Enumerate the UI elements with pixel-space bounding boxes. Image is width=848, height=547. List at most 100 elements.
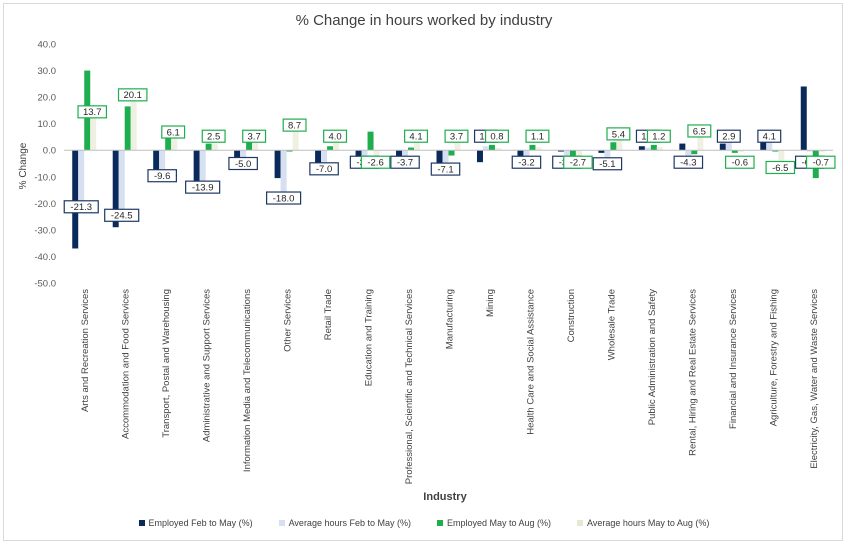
- x-tick-label: Professional, Scientific and Technical S…: [404, 289, 415, 484]
- data-label-text: -3.2: [518, 158, 534, 169]
- bar: [448, 150, 455, 156]
- data-label-box: [266, 191, 302, 205]
- data-label-box: [430, 162, 461, 176]
- bar: [361, 150, 368, 160]
- data-label-box: [404, 129, 429, 143]
- bar: [454, 140, 461, 151]
- bar: [604, 150, 611, 164]
- data-label-box: [765, 160, 796, 175]
- y-tick-label: 0.0: [43, 146, 56, 157]
- data-label-box: [201, 129, 226, 143]
- bar: [78, 150, 85, 207]
- data-label-text: -3.7: [397, 158, 413, 169]
- bar: [650, 144, 657, 151]
- data-label-box: [185, 180, 221, 194]
- bar: [523, 150, 530, 159]
- x-tick-label: Information Media and Telecommunications: [242, 289, 253, 472]
- data-label-text: -5.0: [235, 159, 251, 170]
- x-tick-label: Administrative and Support Services: [202, 289, 213, 442]
- data-label: -2.7: [563, 155, 593, 169]
- bar: [725, 142, 732, 151]
- data-label: -5.0: [228, 156, 258, 171]
- data-label-text: -7.0: [316, 164, 332, 175]
- bar: [321, 150, 328, 169]
- data-label-text: -2.7: [570, 158, 586, 169]
- bar: [679, 143, 686, 151]
- data-label: 5.4: [606, 127, 631, 141]
- data-label-box: [646, 129, 671, 143]
- data-label-text: 6.1: [167, 127, 180, 138]
- data-label: 3.7: [444, 129, 469, 143]
- x-tick-label: Agriculture, Forestry and Fishing: [768, 289, 779, 426]
- data-label-box: [805, 155, 836, 169]
- data-label-box: [147, 169, 177, 183]
- bar: [818, 150, 825, 153]
- data-label-box: [242, 129, 267, 143]
- data-label-text: -4.3: [680, 158, 696, 169]
- data-label-box: [444, 129, 469, 143]
- data-label-box: [161, 125, 186, 139]
- bar: [806, 150, 813, 152]
- bar: [737, 150, 744, 152]
- bar: [240, 150, 247, 164]
- x-tick-label: Manufacturing: [445, 289, 456, 349]
- data-label: 4.1: [757, 129, 782, 143]
- bar: [408, 147, 415, 151]
- data-label-text: 5.4: [612, 129, 625, 140]
- legend-swatch: [278, 520, 285, 526]
- data-label: -6.5: [765, 160, 796, 175]
- x-tick-label: Public Administration and Safety: [647, 289, 658, 425]
- x-tick-label: Education and Training: [364, 289, 375, 386]
- bar: [494, 148, 501, 151]
- x-tick-label: Accommodation and Food Services: [121, 289, 132, 439]
- data-label: -3.7: [390, 155, 420, 169]
- bar: [199, 150, 206, 188]
- legend-item: Employed May to Aug (%): [436, 518, 552, 528]
- x-tick-label: Financial and Insurance Services: [728, 289, 739, 429]
- data-label: -5.1: [592, 157, 623, 171]
- x-tick-label: Electricity, Gas, Water and Waste Servic…: [809, 289, 820, 469]
- bar: [476, 150, 483, 163]
- bar: [436, 150, 443, 164]
- legend: Employed Feb to May (%) Average hours Feb…: [0, 518, 848, 528]
- data-label-box: [525, 129, 550, 143]
- y-tick-label: -20.0: [34, 199, 56, 210]
- data-label-box: [484, 129, 509, 143]
- bar: [616, 135, 623, 151]
- bar: [442, 150, 449, 170]
- data-label-text: -2.6: [367, 158, 383, 169]
- legend-item: Average hours Feb to May (%): [278, 518, 411, 528]
- bar: [563, 150, 570, 159]
- bar: [598, 150, 605, 153]
- bars: [72, 70, 825, 249]
- bar: [800, 86, 807, 151]
- legend-label: Employed May to Aug (%): [446, 518, 552, 528]
- data-label: 4.0: [323, 129, 348, 143]
- legend-swatch: [436, 520, 443, 526]
- bar: [656, 147, 663, 151]
- bar: [517, 150, 524, 161]
- x-tick-label: Other Services: [283, 289, 294, 352]
- data-label: -13.9: [185, 180, 221, 194]
- bar: [772, 150, 779, 152]
- data-label: 13.7: [77, 105, 108, 119]
- x-tick-label: Health Care and Social Assistance: [525, 289, 536, 435]
- data-label-box: [77, 105, 108, 119]
- x-tick-label: Rental, Hiring and Real Estate Services: [687, 289, 698, 456]
- data-label-box: [757, 129, 782, 143]
- bar: [482, 146, 489, 151]
- data-label-text: 4.1: [409, 132, 422, 143]
- bar: [315, 150, 322, 168]
- bar: [402, 150, 409, 161]
- data-label: 20.1: [117, 88, 148, 102]
- data-label-box: [725, 155, 755, 169]
- data-label: -7.0: [309, 162, 339, 176]
- data-label: 3.7: [242, 129, 267, 143]
- data-label-text: 6.5: [693, 126, 706, 137]
- data-label: 2.9: [716, 129, 741, 143]
- data-label: 0.8: [484, 129, 509, 143]
- bar: [153, 150, 160, 180]
- y-tick-label: -10.0: [34, 172, 56, 183]
- data-label-text: -21.3: [70, 202, 92, 213]
- bar: [638, 146, 645, 151]
